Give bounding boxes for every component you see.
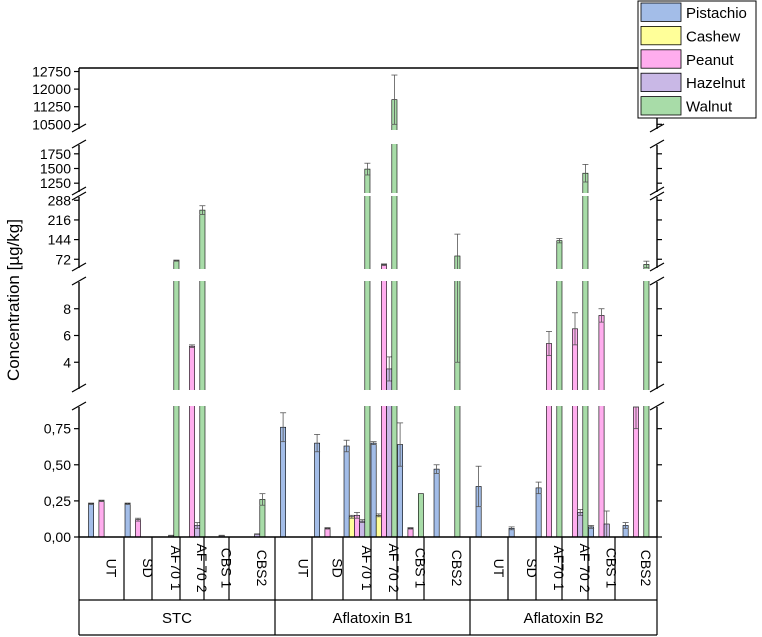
legend-swatch: [640, 2, 682, 22]
axis-break-mark: [649, 276, 665, 286]
bar-peanut: [407, 528, 414, 538]
y-tick-label: 0,50: [44, 457, 71, 473]
bar-cashew: [348, 516, 355, 538]
y-tick-label: 1500: [40, 161, 71, 177]
category-label: CBS 1: [413, 548, 429, 589]
group-label: STC: [162, 610, 192, 627]
legend-swatch: [640, 72, 682, 92]
category-label: CBS2: [449, 550, 465, 587]
category-label: CBS 1: [219, 548, 235, 589]
bar-peanut: [598, 315, 605, 538]
bar-pistachio: [433, 468, 440, 538]
category-label: SD: [524, 558, 540, 577]
y-axis-label: Concentration [µg/kg]: [4, 219, 23, 381]
legend: Pistachio Cashew Peanut Hazelnut Walnut: [637, 0, 757, 119]
y-tick-label: 11250: [33, 99, 71, 115]
y-tick-label: 72: [55, 251, 71, 267]
y-tick-label: 144: [48, 232, 72, 248]
category-label: CBS 1: [604, 548, 620, 589]
legend-label: Walnut: [686, 99, 733, 116]
category-label: AF 70 2: [577, 543, 593, 592]
legend-swatch: [640, 49, 682, 69]
category-axis: UT SD AF70 1 AF 70 2 CBS 1 CBS2 STC UT SD AF70 1 A…: [78, 537, 658, 636]
legend-swatch: [640, 96, 682, 116]
legend-label: Peanut: [686, 52, 734, 69]
axis-break-mark: [649, 191, 665, 201]
category-label: SD: [140, 558, 156, 577]
bar-pistachio: [370, 442, 377, 538]
category-label: CBS2: [254, 550, 270, 587]
bar-peanut: [98, 500, 105, 538]
y-tick-label: 1750: [40, 146, 71, 162]
category-label: AF70 1: [551, 545, 567, 590]
bar-pistachio: [280, 426, 286, 538]
axis-break-mark: [71, 276, 87, 286]
bar-cashew: [375, 515, 382, 538]
axis-break-mark: [71, 139, 87, 149]
y-tick-label: 12750: [32, 64, 71, 80]
y-tick-label: 10500: [32, 116, 71, 132]
bar-hazelnut: [359, 520, 366, 538]
axis-break-band: [80, 390, 656, 406]
legend-swatch: [640, 25, 682, 46]
legend-label: Hazelnut: [686, 75, 746, 92]
axis-break-band: [80, 130, 656, 144]
bar-walnut: [364, 168, 371, 538]
y-tick-label: 0,00: [44, 529, 71, 545]
bar-peanut: [324, 528, 331, 538]
bar-walnut: [582, 172, 589, 538]
bar-pistachio: [124, 503, 131, 538]
y-tick-label: 4: [63, 354, 71, 370]
category-label: AF70 1: [359, 545, 375, 590]
bar-peanut: [546, 343, 552, 538]
y-tick-label: 12000: [32, 81, 71, 97]
category-label: AF 70 2: [386, 543, 402, 592]
bar-pistachio: [535, 487, 542, 538]
bar-walnut: [199, 209, 206, 538]
bar-pistachio: [88, 503, 94, 538]
category-label: UT: [296, 559, 312, 578]
bar-peanut: [189, 345, 195, 538]
category-label: AF70 1: [168, 545, 184, 590]
bar-hazelnut: [577, 512, 584, 538]
y-tick-label: 6: [63, 328, 71, 344]
category-label: AF 70 2: [194, 543, 210, 592]
category-label: SD: [330, 558, 346, 577]
group-label: Aflatoxin B1: [332, 610, 412, 627]
bar-walnut: [556, 240, 563, 538]
category-label: CBS2: [638, 550, 654, 587]
axis-break-mark: [649, 401, 665, 411]
y-tick-label: 216: [48, 212, 72, 228]
y-tick-label: 288: [48, 192, 72, 208]
legend-label: Pistachio: [686, 5, 747, 22]
y-tick-label: 1250: [40, 175, 71, 191]
axis-break-mark: [71, 401, 87, 411]
bars: [80, 74, 656, 538]
bar-pistachio: [314, 442, 320, 538]
bar-walnut: [391, 99, 398, 538]
category-label: UT: [491, 559, 507, 578]
axis-break-mark: [649, 139, 665, 149]
axis-break-band: [80, 269, 656, 281]
bar-peanut: [572, 328, 578, 538]
category-label: UT: [104, 559, 120, 578]
legend-label: Cashew: [686, 28, 740, 45]
y-tick-label: 8: [63, 301, 71, 317]
group-label: Aflatoxin B2: [523, 610, 603, 627]
axis-break-band: [80, 193, 656, 196]
bar-pistachio: [343, 445, 350, 538]
bar-peanut: [135, 519, 141, 538]
bar-walnut: [417, 493, 424, 538]
y-tick-label: 0,75: [44, 421, 71, 437]
axes: 0,00 0,25 0,50 0,75 4 6 8 72 144 216 2881250150017…: [32, 64, 665, 545]
y-tick-label: 0,25: [44, 493, 71, 509]
axis-break-mark: [71, 191, 87, 201]
